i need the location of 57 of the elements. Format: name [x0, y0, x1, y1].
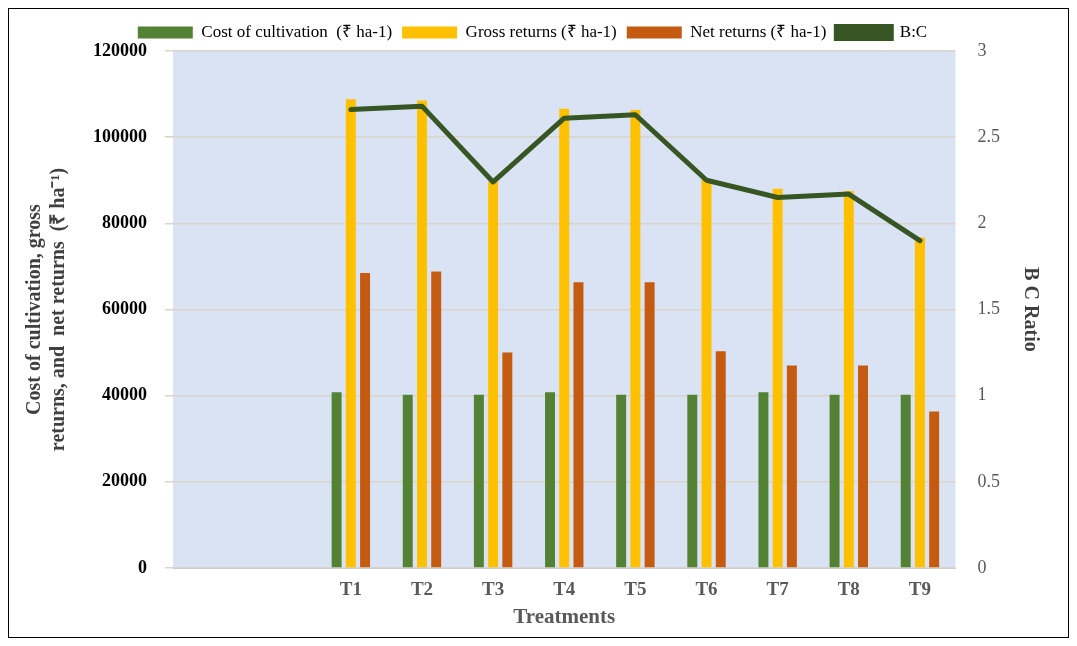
- y2-tick-label: 0.5: [977, 470, 1000, 491]
- y2-tick-label: 2: [977, 212, 987, 233]
- x-tick-label: T8: [837, 578, 860, 600]
- legend-label: Gross returns (₹ ha-1): [465, 21, 617, 41]
- bar: [687, 394, 698, 568]
- x-tick-label: T6: [695, 578, 718, 600]
- bar: [715, 351, 726, 568]
- bar: [929, 411, 940, 568]
- bar: [473, 394, 484, 568]
- x-axis-title: Treatments: [513, 603, 616, 628]
- bar: [417, 100, 427, 568]
- bar: [402, 394, 413, 568]
- y-tick-label: 120000: [93, 39, 147, 60]
- bar: [914, 237, 925, 568]
- y-tick-label: 0: [138, 556, 147, 577]
- legend-label: Net returns (₹ ha-1): [690, 21, 827, 41]
- bar: [786, 365, 797, 568]
- legend-label: Cost of cultivation (₹ ha-1): [201, 21, 393, 41]
- bar: [900, 394, 911, 568]
- bar: [431, 271, 442, 568]
- y2-tick-label: 1.5: [977, 298, 1000, 319]
- bar: [701, 178, 712, 568]
- x-tick-label: T7: [766, 578, 790, 600]
- x-tick-label: T5: [624, 578, 647, 600]
- bar: [630, 110, 641, 568]
- bar: [644, 282, 655, 568]
- x-tick-label: T1: [339, 578, 362, 600]
- bar: [843, 191, 854, 568]
- bar: [829, 394, 840, 568]
- x-tick-label: T2: [410, 578, 434, 600]
- bar: [772, 188, 783, 568]
- y2-axis-title: B C Ratio: [1020, 267, 1043, 352]
- bar: [559, 108, 570, 568]
- bar: [573, 282, 584, 568]
- bar: [345, 99, 356, 568]
- bar: [616, 394, 627, 568]
- y2-tick-label: 3: [977, 39, 987, 60]
- bar: [360, 272, 371, 568]
- bar: [545, 392, 555, 568]
- y2-tick-label: 0: [977, 556, 987, 577]
- y-tick-label: 40000: [102, 384, 147, 405]
- bar: [488, 181, 499, 568]
- y-tick-label: 20000: [102, 470, 147, 491]
- y-tick-label: 60000: [102, 298, 147, 319]
- legend-label: B:C: [899, 21, 928, 41]
- bar: [502, 352, 513, 568]
- y-tick-label: 100000: [93, 125, 147, 146]
- bar: [858, 365, 868, 568]
- y2-tick-label: 2.5: [977, 125, 1000, 146]
- x-tick-label: T4: [553, 578, 576, 600]
- y-tick-label: 80000: [102, 211, 147, 232]
- x-tick-label: T9: [908, 578, 932, 600]
- bar: [758, 392, 769, 568]
- x-tick-label: T3: [482, 578, 505, 600]
- y-axis-title: Cost of cultivation, gross returns, and net returns (₹ ha⁻¹): [22, 167, 70, 452]
- y2-tick-label: 1: [977, 384, 987, 405]
- bar: [331, 392, 342, 568]
